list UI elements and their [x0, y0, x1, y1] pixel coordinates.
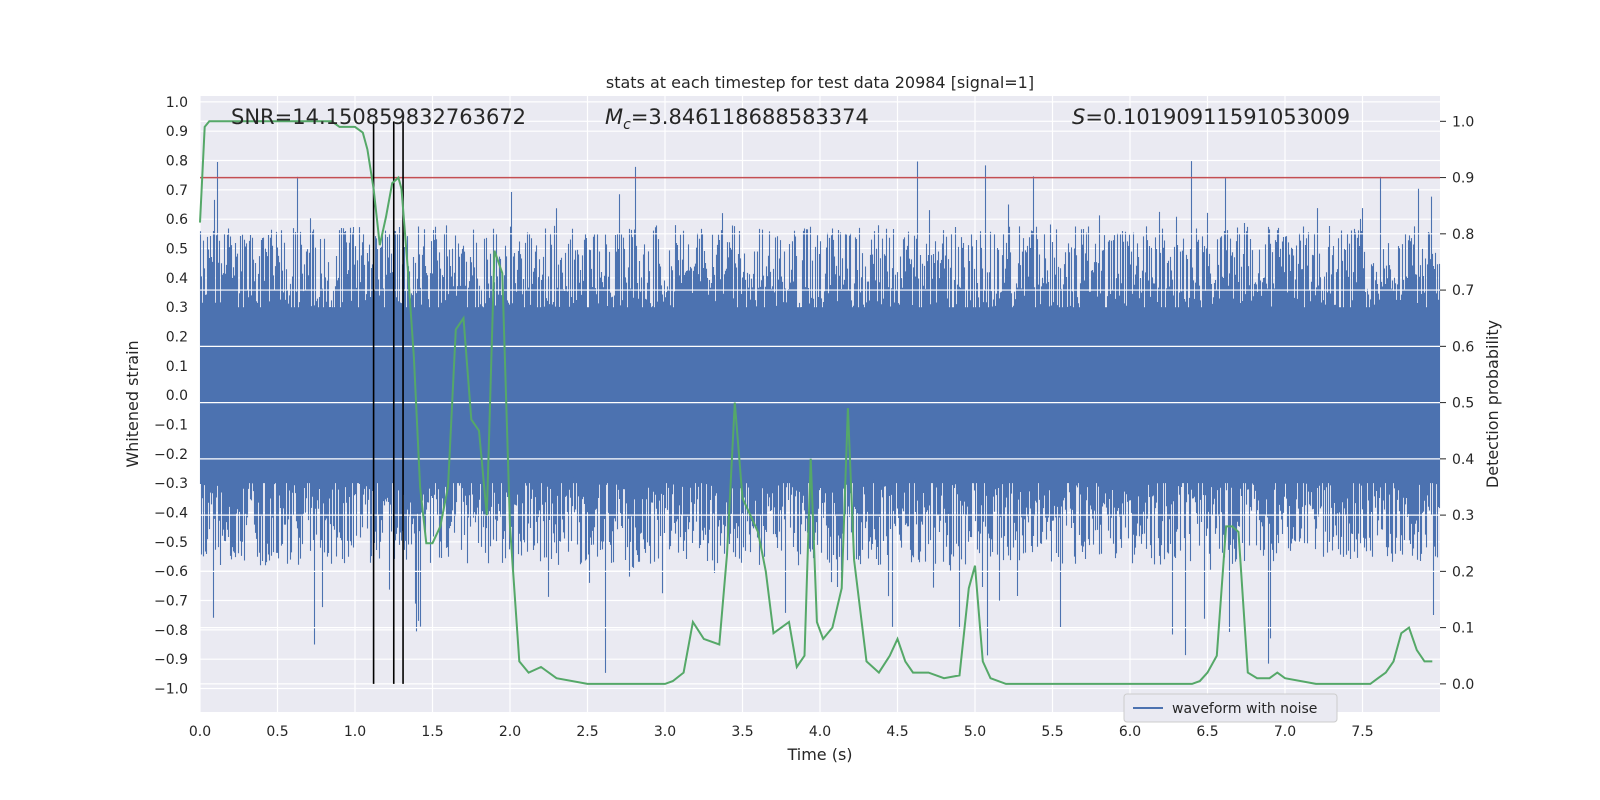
left-y-tick-label: 0.3	[166, 300, 188, 316]
left-y-tick-label: −0.3	[154, 476, 188, 492]
left-y-tick-label: −1.0	[154, 682, 188, 698]
x-tick-label: 7.5	[1351, 724, 1373, 740]
right-y-tick-label: 0.8	[1452, 227, 1474, 243]
left-y-tick-label: 0.9	[166, 124, 188, 140]
x-tick-label: 1.0	[344, 724, 366, 740]
left-y-axis-label: Whitened strain	[123, 340, 142, 467]
left-y-tick-label: 0.8	[166, 154, 188, 170]
right-y-tick-label: 0.6	[1452, 339, 1474, 355]
x-tick-label: 2.0	[499, 724, 521, 740]
x-tick-label: 6.0	[1119, 724, 1141, 740]
s-annotation: S=0.10190911591053009	[1072, 105, 1350, 129]
x-tick-label: 2.5	[576, 724, 598, 740]
right-y-tick-label: 0.7	[1452, 283, 1474, 299]
x-axis-label: Time (s)	[786, 745, 852, 764]
left-y-tick-label: 0.0	[166, 388, 188, 404]
right-y-tick-label: 0.0	[1452, 677, 1474, 693]
x-tick-label: 4.0	[809, 724, 831, 740]
left-y-tick-label: −0.2	[154, 447, 188, 463]
x-tick-label: 7.0	[1274, 724, 1296, 740]
s-symbol: S	[1072, 105, 1085, 129]
snr-annotation: SNR=14.150859832763672	[231, 105, 526, 129]
left-y-tick-label: 1.0	[166, 95, 188, 111]
left-y-tick-label: −0.5	[154, 535, 188, 551]
right-y-axis-label: Detection probability	[1483, 320, 1502, 488]
x-tick-label: 5.0	[964, 724, 986, 740]
right-y-tick-label: 0.5	[1452, 396, 1474, 412]
waveform-with-noise-series	[199, 161, 1441, 673]
x-tick-label: 6.5	[1196, 724, 1218, 740]
x-tick-label: 0.0	[189, 724, 211, 740]
right-y-tick-label: 0.3	[1452, 508, 1474, 524]
chirp-mass-subscript: c	[623, 117, 631, 133]
left-y-tick-label: 0.5	[166, 242, 188, 258]
right-y-tick-label: 0.4	[1452, 452, 1474, 468]
left-y-tick-label: 0.7	[166, 183, 188, 199]
right-y-tick-label: 0.1	[1452, 621, 1474, 637]
right-y-tick-label: 1.0	[1452, 114, 1474, 130]
right-y-tick-label: 0.9	[1452, 171, 1474, 187]
x-tick-label: 0.5	[266, 724, 288, 740]
left-y-tick-label: −0.9	[154, 652, 188, 668]
x-tick-label: 1.5	[421, 724, 443, 740]
s-value: =0.10190911591053009	[1085, 105, 1350, 129]
x-axis-ticks: 0.0 0.5 1.0 1.5 2.0 2.5 3.0 3.5 4.0 4.5 5.0 5.5 6.0 6…	[189, 724, 1374, 740]
chirp-mass-annotation: Mc=3.846118688583374	[605, 105, 869, 133]
x-tick-label: 4.5	[886, 724, 908, 740]
legend-box	[1123, 693, 1338, 723]
x-tick-label: 3.5	[731, 724, 753, 740]
left-y-tick-label: −0.4	[154, 506, 188, 522]
left-y-tick-label: −0.6	[154, 564, 188, 580]
legend: waveform with noise	[1123, 693, 1338, 723]
left-y-tick-label: 0.2	[166, 330, 188, 346]
detection-probability-series	[199, 120, 1433, 685]
right-y-tick-label: 0.2	[1452, 564, 1474, 580]
legend-label: waveform with noise	[1172, 701, 1317, 717]
left-y-axis-ticks: −1.0 −0.9 −0.8 −0.7 −0.6 −0.5 −0.4 −0.3 −0.2 −0.1…	[154, 95, 188, 698]
x-tick-label: 3.0	[654, 724, 676, 740]
left-y-tick-label: 0.6	[166, 212, 188, 228]
chirp-mass-symbol: M	[605, 105, 623, 129]
left-y-tick-label: −0.8	[154, 623, 188, 639]
left-y-tick-label: −0.7	[154, 594, 188, 610]
chirp-mass-value: =3.846118688583374	[631, 105, 869, 129]
right-y-axis-ticks: 0.0 0.1 0.2 0.3 0.4 0.5 0.6 0.7 0.8 0.9 1.0	[1440, 114, 1474, 693]
left-y-tick-label: 0.4	[166, 271, 188, 287]
left-y-tick-label: −0.1	[154, 418, 188, 434]
x-tick-label: 5.5	[1041, 724, 1063, 740]
left-y-tick-label: 0.1	[166, 359, 188, 375]
chart-title: stats at each timestep for test data 209…	[606, 73, 1034, 92]
